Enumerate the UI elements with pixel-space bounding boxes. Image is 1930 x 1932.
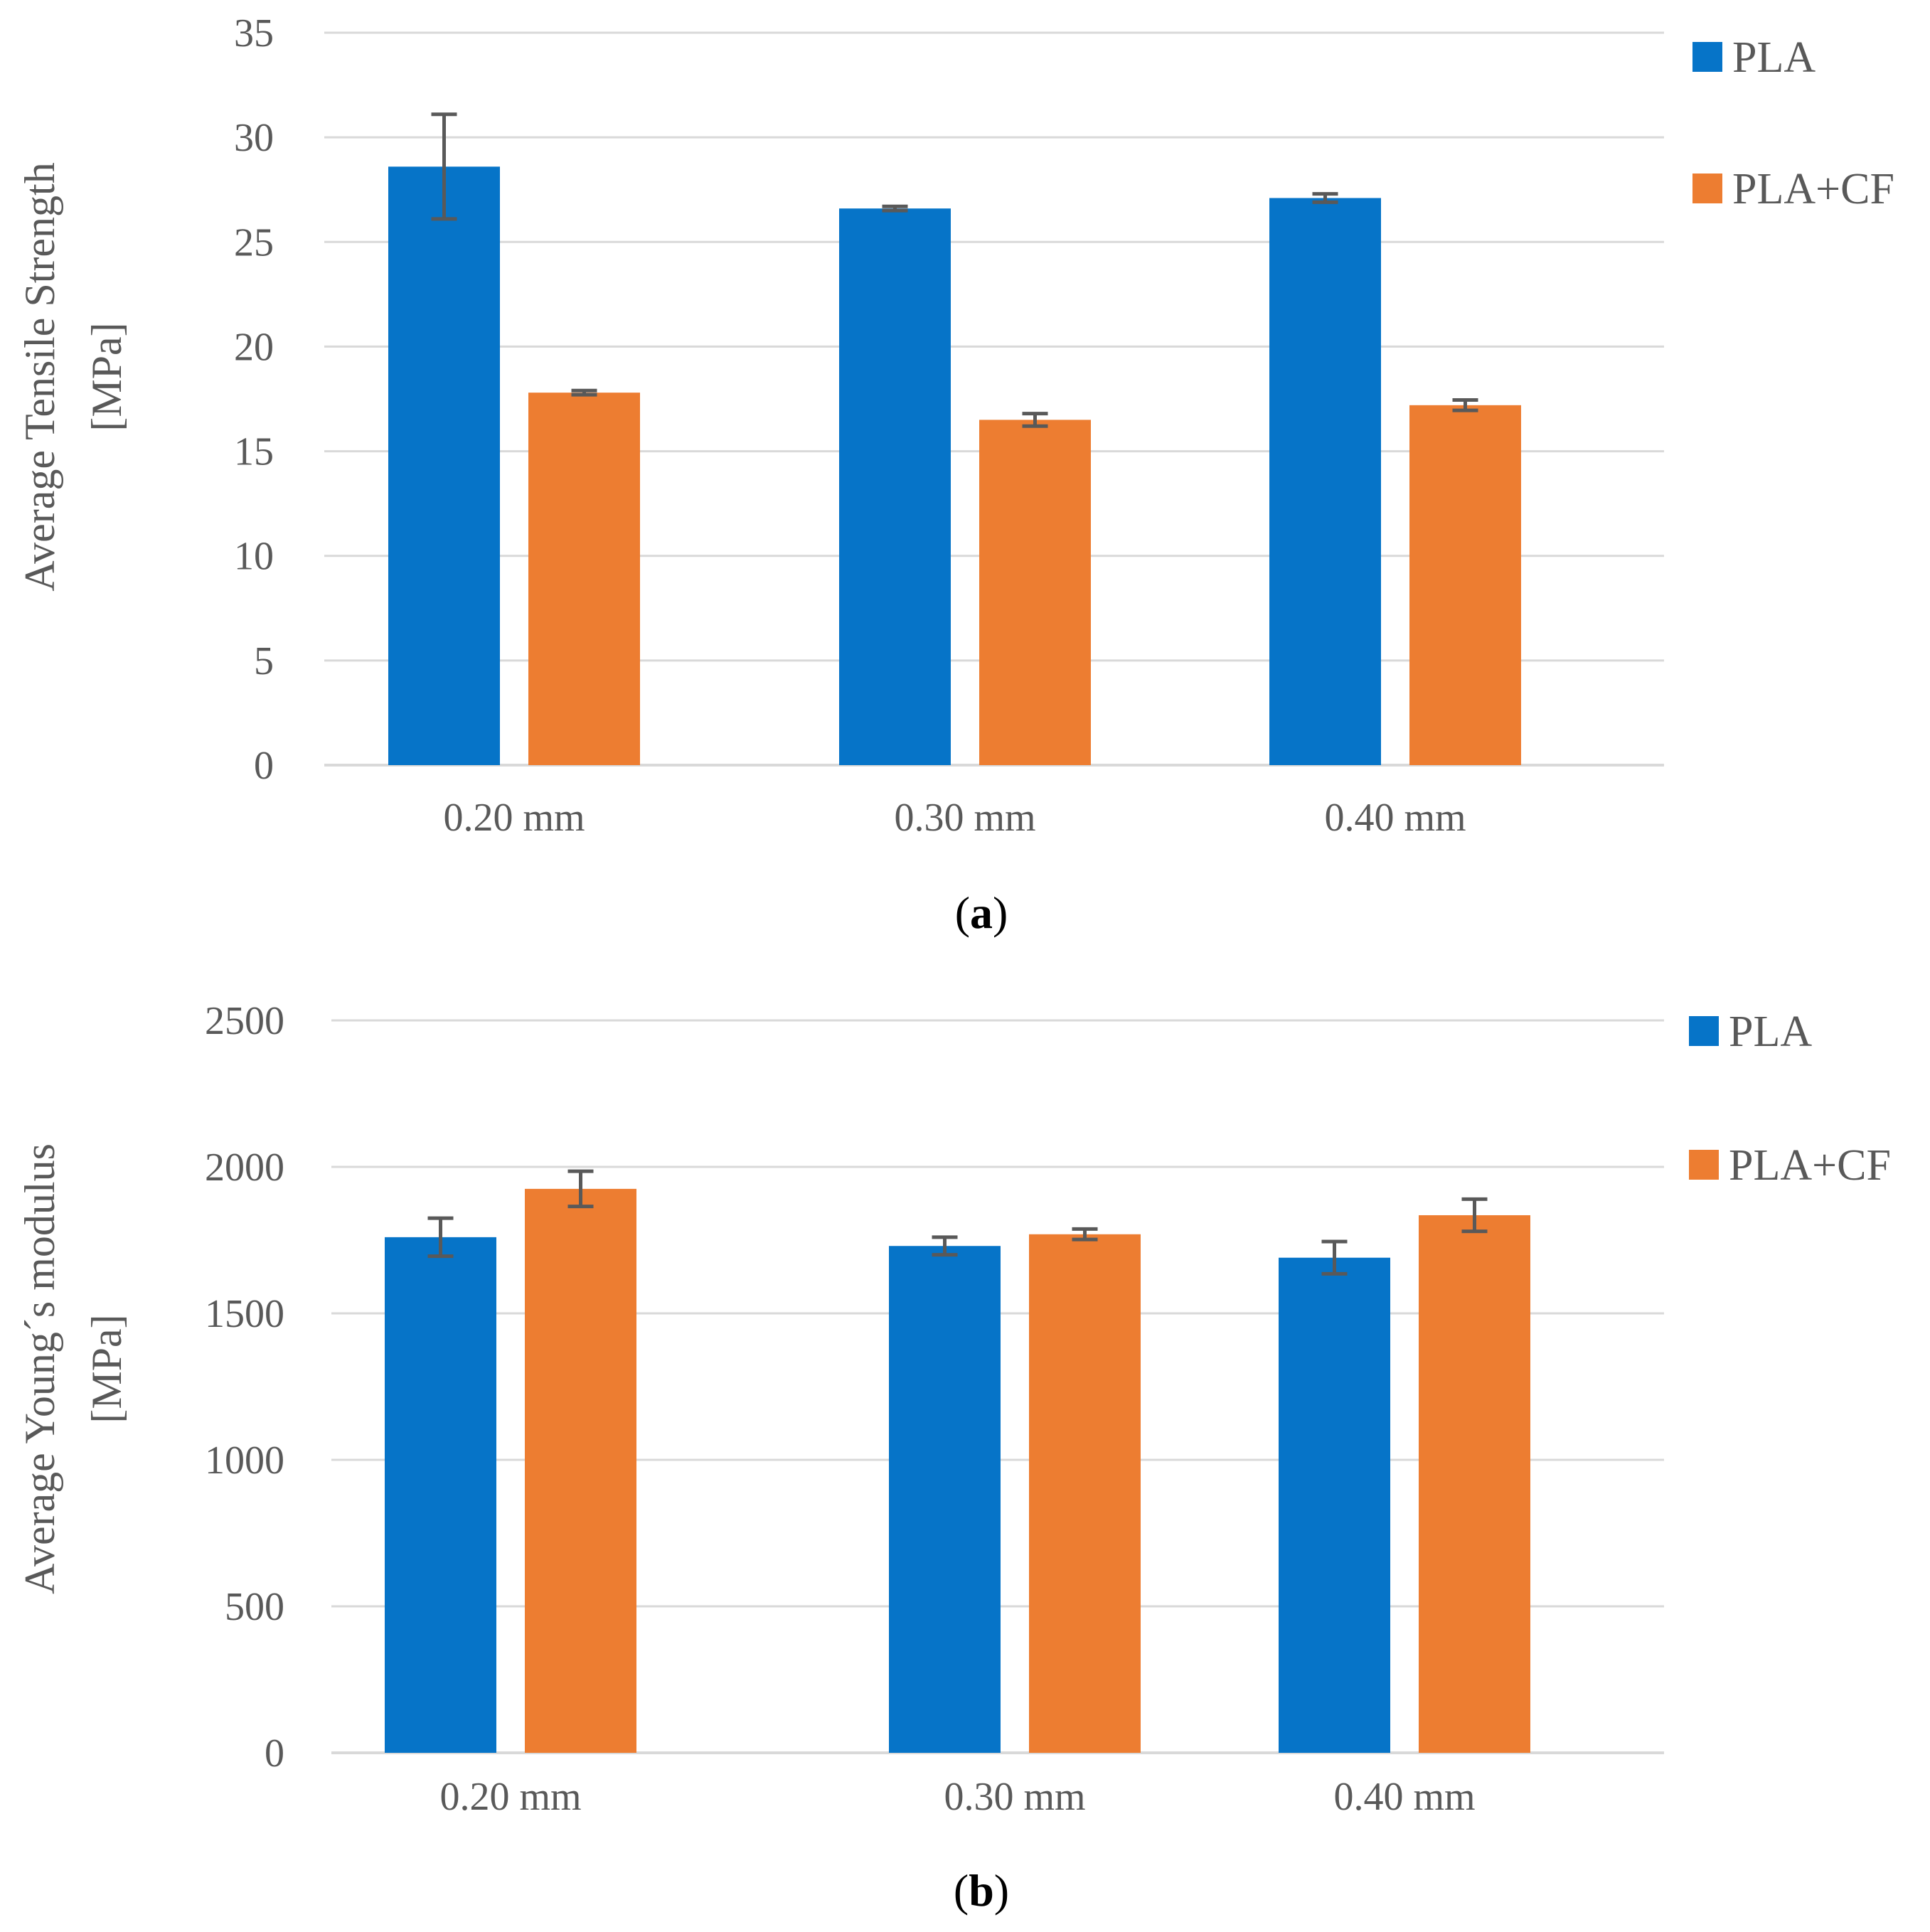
x-tick-label: 0.30 mm [894,796,1035,840]
bar-pla [889,1246,1001,1753]
legend-label: PLA [1732,33,1816,82]
error-bar [1452,397,1478,412]
y-tick-label: 10 [234,535,274,579]
bar-pla-cf [979,420,1091,765]
chart-panel-a: 0 5 10 15 20 25 30 35 0.20 mm 0.30 mm 0.40 mm Avera… [16,11,1894,938]
y-tick-label: 0 [254,744,274,788]
legend-swatch [1689,1150,1719,1180]
legend-label: PLA+CF [1729,1141,1891,1190]
y-tick-label: 25 [234,220,274,265]
y-axis-title: Average Tensile Strength [MPa] [16,162,130,591]
x-tick-label: 0.20 mm [439,1775,581,1819]
y-axis-title-line: [MPa] [83,322,130,431]
error-bar [1312,192,1338,204]
panel-caption-letter: a [970,887,993,938]
legend-item: PLA [1689,1008,1812,1056]
y-axis-title: Average Young´s modulus [MPa] [16,1143,130,1594]
x-tick-label: 0.30 mm [944,1775,1085,1819]
legend-item: PLA+CF [1689,1141,1891,1190]
y-tick-label: 1000 [205,1439,284,1483]
x-tick-label: 0.20 mm [443,796,585,840]
panel-caption-paren: ) [993,887,1008,938]
panel-caption: (b) [954,1865,1009,1916]
x-tick-label: 0.40 mm [1333,1775,1475,1819]
panel-caption: (a) [955,887,1008,938]
y-axis-title-line: Average Young´s modulus [16,1143,63,1594]
error-bar [431,112,457,221]
bar-pla-cf [1419,1215,1530,1753]
y-tick-label: 15 [234,430,274,474]
error-bar [567,1169,594,1209]
panel-caption-paren: ) [994,1865,1009,1916]
error-bar [571,388,597,397]
legend-item: PLA+CF [1692,165,1894,213]
error-bar [882,204,908,213]
error-bar [1321,1239,1348,1276]
error-bar [427,1216,454,1259]
legend-label: PLA [1729,1008,1812,1056]
legend-swatch [1692,42,1722,72]
bar-pla [839,208,951,765]
y-tick-label: 20 [234,325,274,369]
panel-caption-letter: b [969,1865,994,1916]
panel-caption-paren: ( [954,1865,969,1916]
chart-panel-b: 0 500 1000 1500 2000 2500 0.20 mm 0.30 mm 0.40 m… [16,999,1891,1916]
bar-pla-cf [1409,405,1521,765]
error-bar [1461,1197,1488,1234]
y-tick-label: 2000 [205,1146,284,1190]
bar-pla-cf [528,393,640,765]
error-bar [1072,1227,1098,1242]
y-tick-label: 1500 [205,1292,284,1336]
bar-pla-cf [1029,1234,1141,1753]
bar-pla-cf [525,1188,636,1753]
y-tick-label: 500 [225,1585,284,1629]
y-axis-title-line: [MPa] [83,1314,130,1423]
legend-item: PLA [1692,33,1816,82]
bar-pla [1279,1257,1390,1753]
error-bar [932,1235,958,1257]
y-tick-label: 5 [254,639,274,683]
legend-swatch [1689,1016,1719,1046]
x-tick-label: 0.40 mm [1324,796,1466,840]
error-bar [1022,412,1048,428]
y-tick-label: 2500 [205,999,284,1043]
y-axis-title-line: Average Tensile Strength [16,162,63,591]
y-tick-label: 0 [265,1731,284,1776]
legend-swatch [1692,174,1722,203]
y-tick-label: 30 [234,116,274,160]
panel-caption-paren: ( [955,887,970,938]
bar-pla [388,166,500,766]
legend-label: PLA+CF [1732,165,1894,213]
bar-pla [385,1237,496,1753]
bar-pla [1269,198,1381,765]
y-tick-label: 35 [234,11,274,55]
